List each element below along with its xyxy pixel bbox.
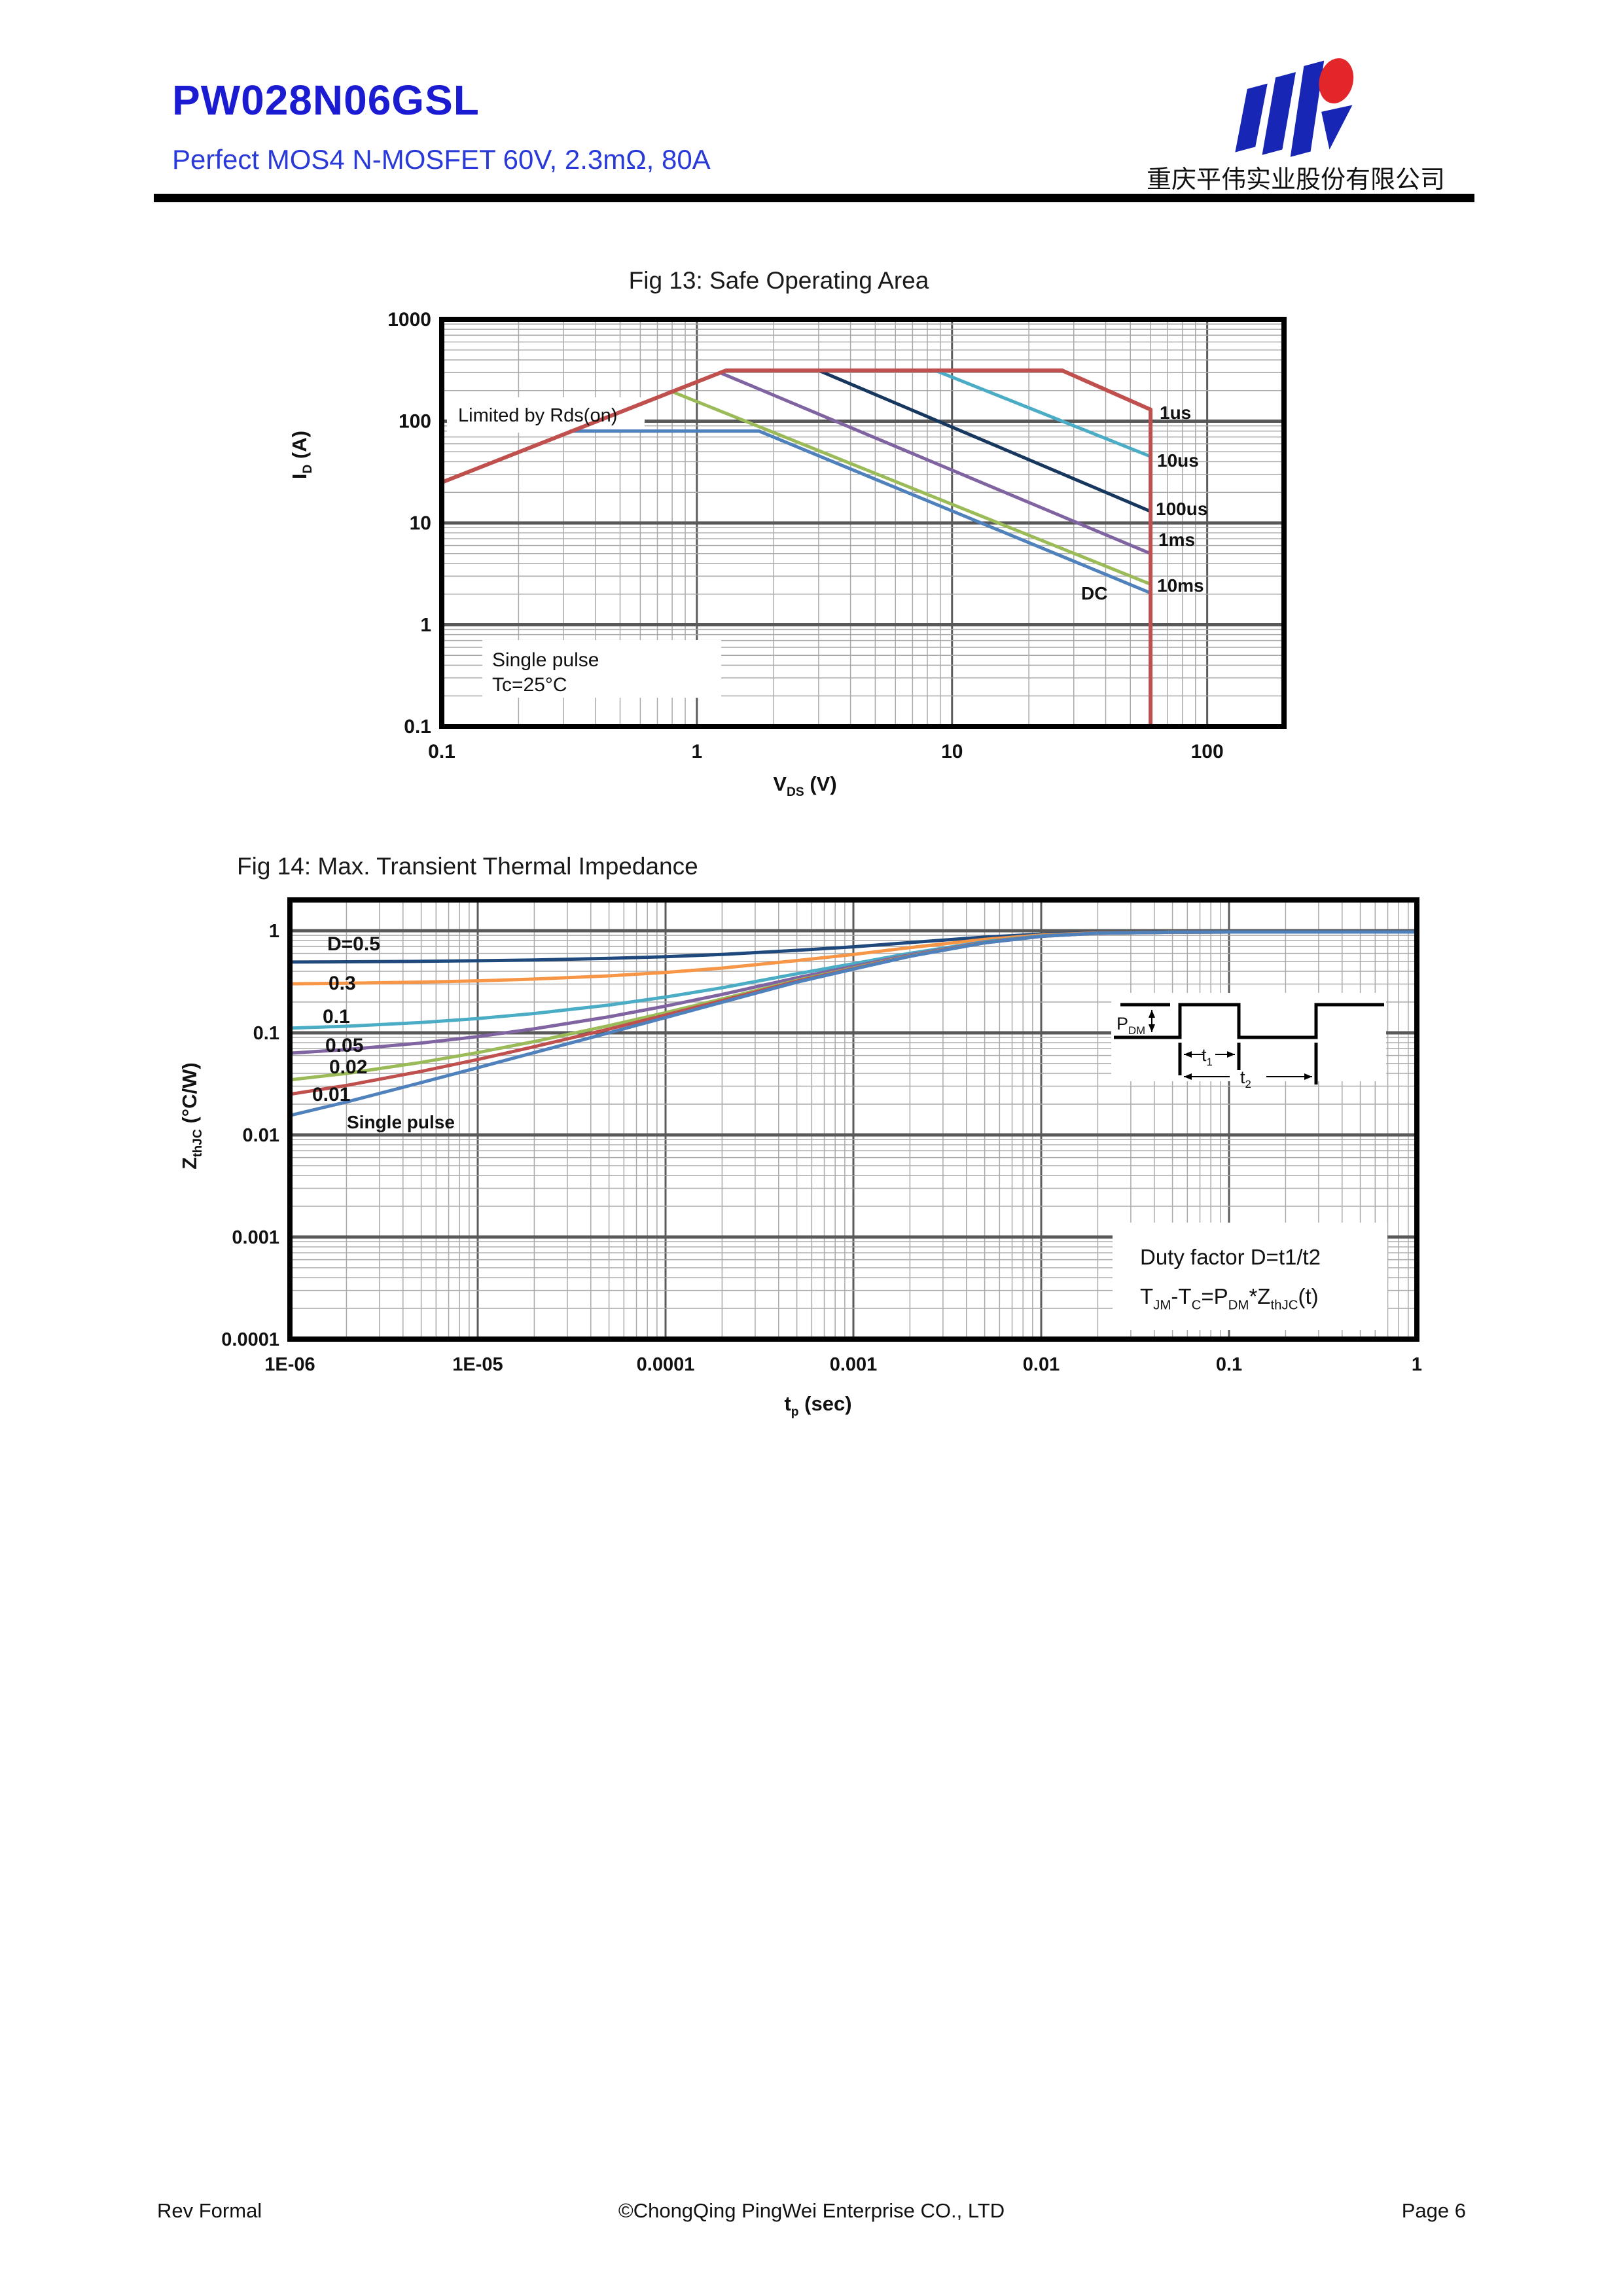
y-axis-label: ID (A) <box>288 431 315 479</box>
arrow-head <box>1148 1024 1156 1032</box>
single-pulse-label: Single pulse <box>492 649 599 671</box>
soa-chart: 0.1 1 10 100 1000 100 10 1 0.1 VDS (V) ID (A) Limit… <box>288 309 1287 799</box>
tc-label: Tc=25°C <box>492 674 567 696</box>
x-tick-label: 1 <box>692 741 703 762</box>
x-tick-label: 0.01 <box>1023 1354 1060 1375</box>
part-subtitle: Perfect MOS4 N-MOSFET 60V, 2.3mΩ, 80A <box>172 144 711 175</box>
grid <box>440 317 1285 728</box>
logo-red-dot <box>1319 58 1354 103</box>
plot-border <box>439 317 1287 729</box>
pulse-waveform-inset: PDM t1 t2 <box>1111 993 1386 1090</box>
zth-chart: PDM t1 t2 1E-06 1E-05 0.0001 0.001 0.01 0.1 1 1 0.1… <box>178 897 1422 1419</box>
annotation-box <box>482 640 721 698</box>
curve-label-10us: 10us <box>1157 450 1199 471</box>
t1-label: t1 <box>1202 1045 1213 1068</box>
x-tick-label: 10 <box>941 741 963 762</box>
curve-label-dc: DC <box>1081 583 1107 603</box>
pdm-label: PDM <box>1116 1014 1145 1037</box>
curve-label-d002: 0.02 <box>329 1056 367 1078</box>
curve-1us <box>440 368 1153 728</box>
y-tick-label: 100 <box>399 411 431 433</box>
x-tick-label: 0.001 <box>830 1354 878 1375</box>
y-tick-label: 0.001 <box>232 1227 279 1248</box>
limited-by-rdson-label: Limited by Rds(on) <box>458 405 617 426</box>
x-axis-label: tp (sec) <box>784 1392 851 1419</box>
x-tick-label: 1E-06 <box>264 1354 315 1375</box>
y-tick-label: 1000 <box>387 309 431 331</box>
page-footer: Rev Formal ©ChongQing PingWei Enterprise… <box>0 2199 1623 2238</box>
curve-single-pulse <box>288 930 1419 1117</box>
y-tick-label: 1 <box>269 921 279 942</box>
x-tick-label: 1E-05 <box>452 1354 503 1375</box>
footer-copyright: ©ChongQing PingWei Enterprise CO., LTD <box>618 2199 1005 2222</box>
t2-label: t2 <box>1240 1067 1251 1090</box>
curve-label-d03: 0.3 <box>329 973 356 994</box>
curve-10ms <box>670 389 1152 586</box>
y-tick-label: 0.01 <box>243 1125 279 1146</box>
x-axis-label: VDS (V) <box>773 772 836 799</box>
curve-label-d001: 0.01 <box>312 1084 350 1105</box>
curve-label-d05: D=0.5 <box>327 933 380 955</box>
annotation-box <box>1113 1223 1387 1330</box>
y-tick-label: 1 <box>420 615 431 636</box>
curve-label-1ms: 1ms <box>1158 529 1195 550</box>
fig14-title: Fig 14: Max. Transient Thermal Impedance <box>237 853 698 880</box>
y-tick-label: 0.1 <box>404 716 431 738</box>
y-tick-label: 0.1 <box>253 1023 279 1044</box>
y-tick-label: 10 <box>410 512 431 534</box>
footer-page-number: Page 6 <box>1401 2199 1466 2222</box>
x-tick-label: 0.0001 <box>637 1354 695 1375</box>
curve-label-100us: 100us <box>1156 499 1207 519</box>
company-logo-icon <box>1235 58 1354 157</box>
arrow-head <box>1227 1050 1235 1058</box>
x-tick-label: 100 <box>1191 741 1224 762</box>
curve-label-d005: 0.05 <box>325 1035 363 1056</box>
header-divider <box>154 194 1474 202</box>
logo-w-bars <box>1235 60 1353 157</box>
pulse-waveform <box>1114 1003 1384 1039</box>
curve-100us <box>817 368 1152 513</box>
arrow-head <box>1184 1073 1192 1081</box>
fig13-title: Fig 13: Safe Operating Area <box>628 267 929 294</box>
curve-label-10ms: 10ms <box>1157 575 1204 596</box>
part-number-title: PW028N06GSL <box>172 77 480 124</box>
curve-1ms <box>720 371 1152 556</box>
curve-dc <box>569 429 1152 595</box>
duty-factor-line: Duty factor D=t1/t2 <box>1140 1245 1321 1269</box>
x-tick-label: 0.1 <box>1216 1354 1242 1375</box>
curve-10us <box>933 368 1152 458</box>
x-tick-label: 1 <box>1412 1354 1422 1375</box>
y-axis-label: ZthJC (°C/W) <box>178 1062 205 1170</box>
curve-label-d01: 0.1 <box>323 1006 350 1028</box>
company-name-cn: 重庆平伟实业股份有限公司 <box>1146 166 1445 194</box>
arrow-head <box>1304 1073 1312 1081</box>
arrow-head <box>1184 1050 1192 1058</box>
curve-label-single-pulse: Single pulse <box>347 1112 455 1132</box>
formula-line: TJM-TC=PDM*ZthJC(t) <box>1140 1284 1319 1313</box>
curve-label-1us: 1us <box>1160 403 1191 423</box>
footer-revision: Rev Formal <box>157 2199 262 2222</box>
plot-border <box>287 897 1419 1342</box>
y-tick-label: 0.0001 <box>221 1329 279 1350</box>
x-tick-label: 0.1 <box>428 741 455 762</box>
